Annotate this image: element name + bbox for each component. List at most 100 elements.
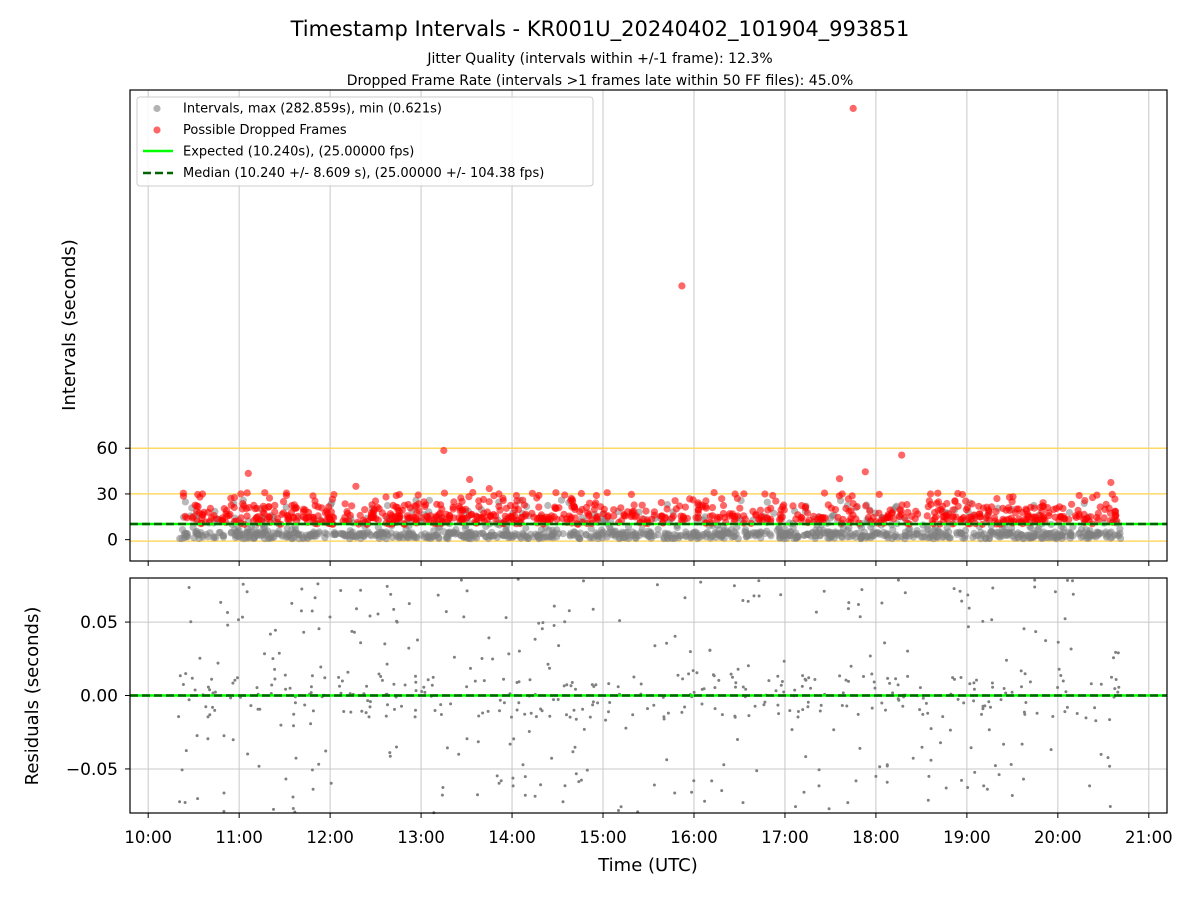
residual-point [800, 684, 804, 688]
residual-point [195, 734, 199, 738]
dropped-frame-point [927, 500, 935, 508]
residual-point [190, 676, 194, 680]
residual-point [338, 684, 341, 688]
interval-point [482, 533, 490, 541]
interval-point [261, 535, 269, 543]
dropped-frame-point [1015, 505, 1023, 513]
residual-point [752, 594, 756, 598]
residual-point [873, 686, 877, 690]
residual-point [309, 722, 313, 726]
residual-point [929, 727, 933, 731]
residual-point [392, 682, 396, 686]
interval-point [440, 528, 448, 536]
interval-point [780, 531, 788, 539]
interval-point [763, 527, 771, 535]
residual-point [420, 690, 424, 693]
residual-point [993, 764, 997, 768]
dropped-frame-point [741, 515, 749, 523]
intervals-points [176, 104, 1125, 543]
residual-point [395, 745, 398, 749]
residual-point [818, 709, 822, 713]
residual-point [465, 685, 469, 689]
residual-point [972, 681, 976, 685]
interval-point [359, 529, 367, 537]
residual-point [777, 712, 781, 716]
dropped-frame-point [763, 514, 771, 522]
interval-point [1051, 528, 1059, 536]
residual-point [328, 615, 332, 619]
residual-point [981, 704, 985, 708]
residual-point [966, 625, 970, 629]
residual-point [747, 714, 751, 718]
residual-point [517, 649, 521, 653]
residual-point [1110, 675, 1113, 679]
residual-point [1020, 742, 1024, 746]
residual-point [486, 709, 490, 713]
dropped-frame-point [412, 514, 420, 522]
dropped-frame-outlier [485, 485, 493, 493]
dropped-frame-outlier [861, 468, 869, 476]
dropped-frame-point [361, 506, 369, 514]
dropped-frame-point [567, 494, 575, 502]
residual-point [517, 680, 521, 684]
dropped-frame-point [271, 501, 279, 509]
residual-point [196, 797, 200, 801]
residual-point [430, 683, 434, 687]
residual-point [858, 615, 862, 619]
residual-point [607, 710, 610, 714]
residual-point [444, 610, 448, 614]
residual-point [1117, 685, 1121, 689]
interval-point [748, 529, 757, 537]
residual-point [585, 768, 589, 772]
dropped-frame-point [992, 508, 1000, 516]
residual-point [302, 630, 306, 634]
residual-point [465, 589, 469, 593]
residual-point [533, 794, 537, 798]
dropped-frame-point [627, 490, 636, 498]
residual-point [972, 687, 976, 691]
residual-point [1106, 756, 1110, 760]
dropped-frame-point [483, 517, 491, 525]
dropped-frame-point [1105, 504, 1113, 512]
dropped-frame-point [232, 517, 240, 525]
x-axis-label: Time (UTC) [597, 855, 698, 876]
residual-point [793, 688, 797, 692]
dropped-frame-point [942, 511, 950, 519]
dropped-frame-point [1036, 511, 1044, 520]
residual-point [510, 715, 513, 719]
dropped-frame-point [708, 504, 717, 512]
dropped-frame-point [592, 499, 600, 507]
residual-point [695, 671, 699, 675]
residual-point [646, 707, 649, 711]
dropped-frame-point [642, 507, 650, 515]
residual-point [874, 774, 878, 778]
residual-point [868, 654, 872, 658]
residual-point [433, 709, 437, 712]
residual-point [847, 679, 850, 683]
dropped-frame-point [584, 509, 592, 517]
residual-point [960, 778, 963, 782]
dropped-frame-point [552, 489, 560, 497]
interval-point [611, 532, 620, 540]
interval-point [312, 532, 320, 540]
residual-point [796, 715, 800, 719]
dropped-frame-point [389, 519, 398, 527]
x-tick-label: 12:00 [306, 828, 354, 847]
dropped-frame-point [198, 490, 207, 498]
interval-point [854, 529, 862, 537]
residual-point [548, 714, 552, 718]
residual-point [548, 666, 551, 670]
dropped-frame-point [1061, 515, 1069, 523]
dropped-frame-point [933, 499, 941, 507]
residual-point [817, 768, 821, 772]
dropped-frame-point [243, 489, 251, 497]
dropped-frame-point [1030, 504, 1038, 512]
dropped-frame-point [1112, 511, 1120, 519]
residual-point [258, 707, 262, 711]
residual-point [948, 728, 952, 732]
residual-point [582, 727, 586, 731]
residual-point [581, 707, 585, 711]
residual-point [806, 700, 810, 704]
dropped-frame-point [1021, 515, 1029, 524]
residual-point [386, 703, 389, 707]
